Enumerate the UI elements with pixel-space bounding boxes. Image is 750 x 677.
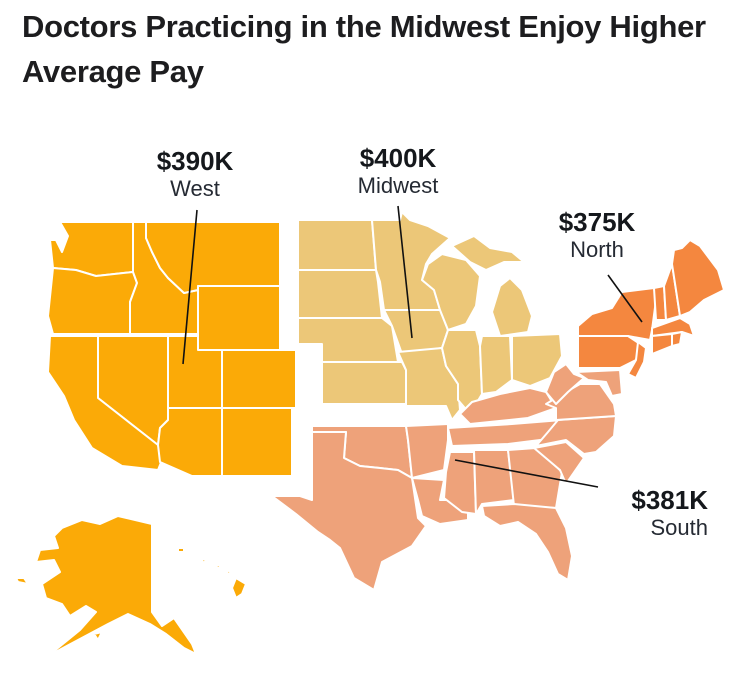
- label-west-value: $390K: [156, 146, 234, 176]
- leader-west: [182, 209, 198, 365]
- region-south: [271, 363, 623, 591]
- leader-midwest: [397, 205, 413, 339]
- leader-south: [454, 459, 599, 488]
- label-west-name: West: [170, 176, 220, 201]
- label-west: $390K West: [120, 146, 270, 202]
- label-south-name: South: [650, 515, 709, 540]
- leader-lines: [182, 205, 643, 488]
- label-midwest-value: $400K: [359, 143, 437, 173]
- label-midwest: $400K Midwest: [323, 143, 473, 199]
- region-midwest: [297, 211, 563, 421]
- chart-title: Doctors Practicing in the Midwest Enjoy …: [22, 9, 706, 89]
- label-north: $375K North: [522, 207, 672, 263]
- region-west: [15, 221, 297, 657]
- region-north: [577, 239, 725, 379]
- label-south: $381K South: [598, 485, 708, 541]
- label-south-value: $381K: [631, 485, 708, 515]
- label-north-name: North: [570, 237, 624, 262]
- label-midwest-name: Midwest: [357, 173, 439, 198]
- label-north-value: $375K: [558, 207, 636, 237]
- leader-north: [607, 274, 643, 323]
